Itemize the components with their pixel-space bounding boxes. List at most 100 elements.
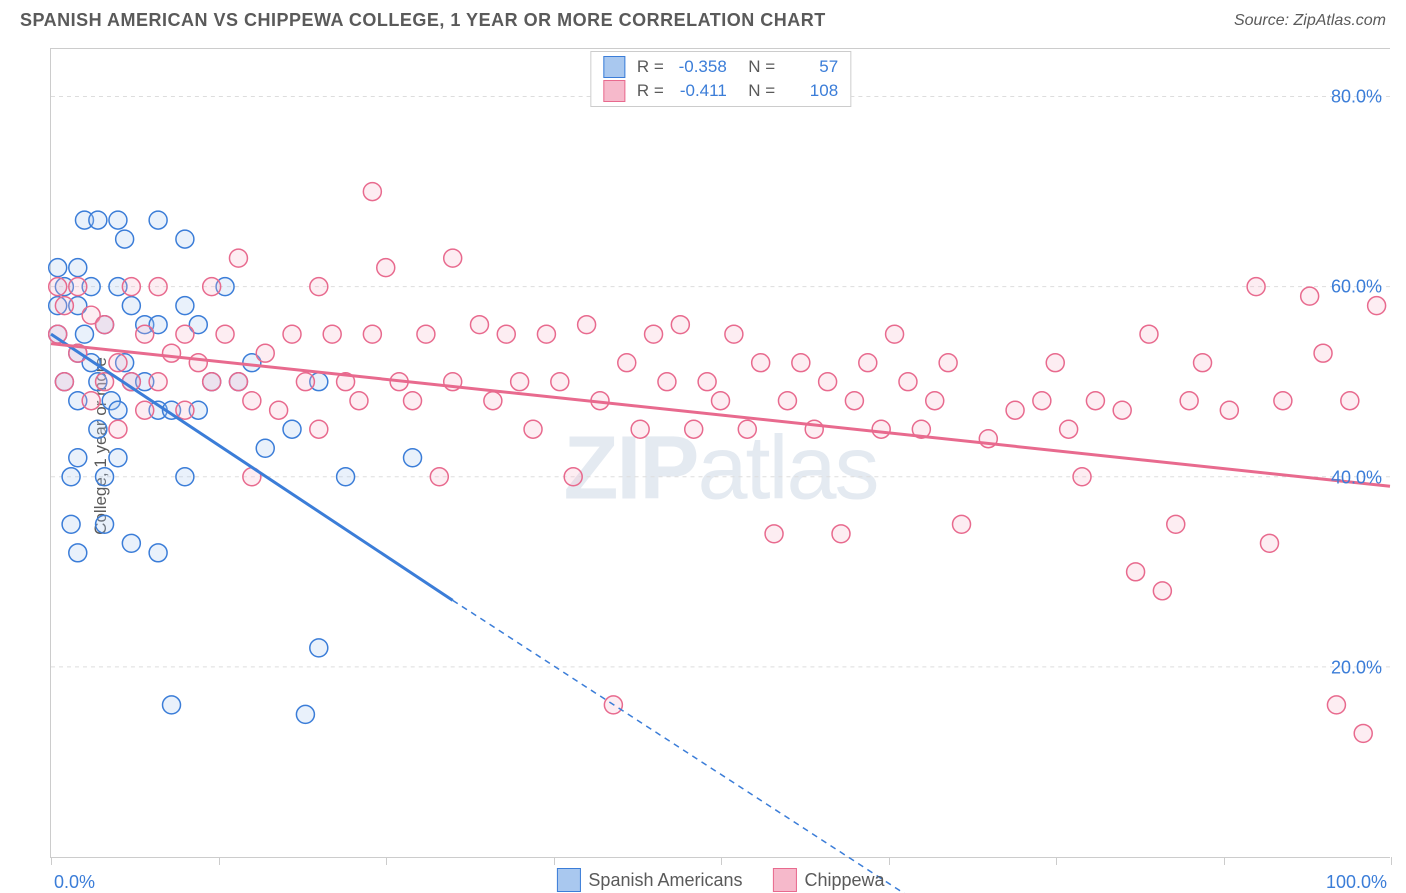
data-point — [136, 325, 154, 343]
data-point — [1301, 287, 1319, 305]
data-point — [116, 230, 134, 248]
data-point — [363, 183, 381, 201]
data-point — [1127, 563, 1145, 581]
data-point — [96, 515, 114, 533]
data-point — [725, 325, 743, 343]
data-point — [310, 278, 328, 296]
data-point — [69, 259, 87, 277]
data-point — [136, 401, 154, 419]
data-point — [752, 354, 770, 372]
data-point — [229, 249, 247, 267]
data-point — [176, 230, 194, 248]
data-point — [256, 344, 274, 362]
data-point — [82, 392, 100, 410]
data-point — [1194, 354, 1212, 372]
data-point — [524, 420, 542, 438]
chippewa-swatch-icon — [603, 80, 625, 102]
legend-chippewa: Chippewa — [773, 868, 885, 892]
data-point — [89, 420, 107, 438]
data-point — [310, 420, 328, 438]
data-point — [899, 373, 917, 391]
spanish-n-value: 57 — [783, 57, 838, 77]
data-point — [845, 392, 863, 410]
data-point — [1140, 325, 1158, 343]
y-tick-label: 40.0% — [1331, 467, 1382, 488]
data-point — [1046, 354, 1064, 372]
data-point — [270, 401, 288, 419]
data-point — [1274, 392, 1292, 410]
data-point — [229, 373, 247, 391]
spanish-r-value: -0.358 — [672, 57, 727, 77]
n-label: N = — [739, 57, 775, 77]
data-point — [109, 211, 127, 229]
data-point — [645, 325, 663, 343]
data-point — [470, 316, 488, 334]
data-point — [109, 401, 127, 419]
data-point — [243, 392, 261, 410]
data-point — [738, 420, 756, 438]
data-point — [671, 316, 689, 334]
data-point — [69, 449, 87, 467]
data-point — [69, 544, 87, 562]
data-point — [149, 544, 167, 562]
data-point — [404, 449, 422, 467]
data-point — [176, 325, 194, 343]
data-point — [1180, 392, 1198, 410]
data-point — [859, 354, 877, 372]
data-point — [337, 468, 355, 486]
data-point — [551, 373, 569, 391]
data-point — [698, 373, 716, 391]
data-point — [310, 639, 328, 657]
chart-title: SPANISH AMERICAN VS CHIPPEWA COLLEGE, 1 … — [20, 10, 826, 31]
data-point — [765, 525, 783, 543]
data-point — [109, 354, 127, 372]
data-point — [1167, 515, 1185, 533]
data-point — [1368, 297, 1386, 315]
data-point — [149, 211, 167, 229]
data-point — [953, 515, 971, 533]
data-point — [712, 392, 730, 410]
data-point — [377, 259, 395, 277]
data-point — [685, 420, 703, 438]
x-tick — [51, 857, 52, 865]
data-point — [444, 249, 462, 267]
chart-area: ZIPatlas R = -0.358 N = 57 R = -0.411 N … — [50, 48, 1390, 858]
data-point — [283, 325, 301, 343]
chippewa-swatch-icon — [773, 868, 797, 892]
legend-spanish-label: Spanish Americans — [588, 870, 742, 891]
data-point — [1354, 724, 1372, 742]
x-axis-min-label: 0.0% — [54, 872, 95, 893]
data-point — [203, 278, 221, 296]
data-point — [430, 468, 448, 486]
data-point — [122, 534, 140, 552]
y-tick-label: 80.0% — [1331, 86, 1382, 107]
trend-line — [51, 334, 453, 600]
series-legend: Spanish Americans Chippewa — [556, 868, 884, 892]
data-point — [122, 297, 140, 315]
data-point — [89, 211, 107, 229]
stats-legend: R = -0.358 N = 57 R = -0.411 N = 108 — [590, 51, 851, 107]
data-point — [149, 373, 167, 391]
scatter-plot — [51, 49, 1390, 857]
data-point — [1327, 696, 1345, 714]
data-point — [1153, 582, 1171, 600]
data-point — [62, 515, 80, 533]
data-point — [256, 439, 274, 457]
data-point — [55, 297, 73, 315]
data-point — [296, 373, 314, 391]
data-point — [1247, 278, 1265, 296]
x-tick — [889, 857, 890, 865]
x-tick — [554, 857, 555, 865]
data-point — [122, 278, 140, 296]
data-point — [497, 325, 515, 343]
data-point — [1260, 534, 1278, 552]
data-point — [939, 354, 957, 372]
data-point — [404, 392, 422, 410]
data-point — [631, 420, 649, 438]
data-point — [832, 525, 850, 543]
data-point — [1006, 401, 1024, 419]
trend-line — [51, 344, 1390, 487]
data-point — [886, 325, 904, 343]
data-point — [484, 392, 502, 410]
data-point — [163, 696, 181, 714]
